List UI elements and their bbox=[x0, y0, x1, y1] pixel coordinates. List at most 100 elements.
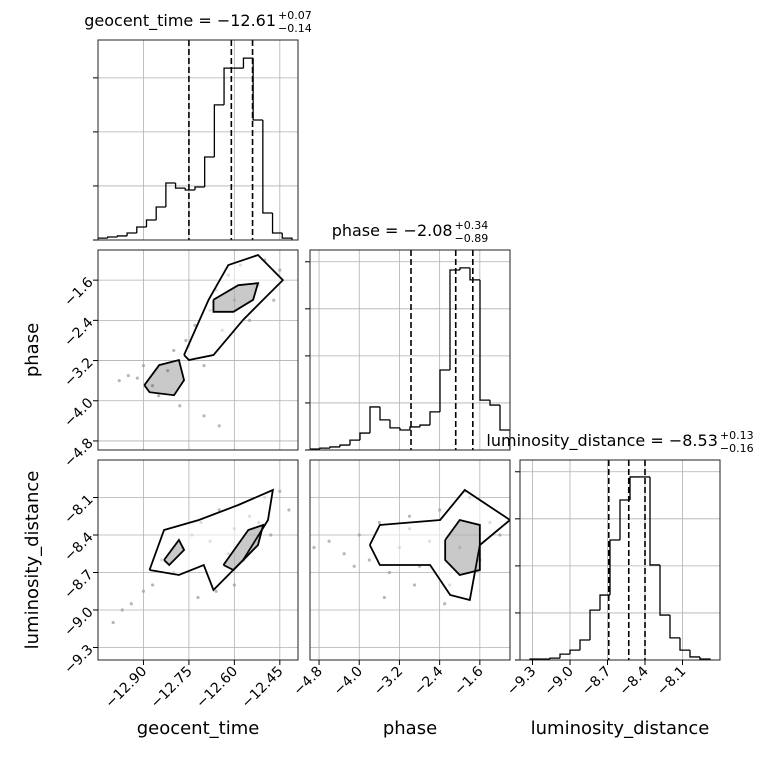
panel-frame bbox=[309, 459, 511, 661]
panel-frame bbox=[97, 39, 299, 241]
histogram-step bbox=[589, 609, 600, 640]
sample-point bbox=[327, 539, 331, 543]
panel-frame bbox=[519, 459, 721, 661]
histogram-step bbox=[559, 653, 570, 659]
sample-point bbox=[166, 369, 170, 373]
histogram-step bbox=[349, 439, 360, 446]
histogram-step bbox=[449, 269, 460, 370]
histogram-step bbox=[223, 67, 234, 105]
title-minus: −0.89 bbox=[455, 232, 489, 245]
sample-point bbox=[126, 374, 130, 378]
x-axis-label: phase bbox=[383, 718, 437, 739]
sample-point bbox=[217, 424, 221, 428]
sample-point bbox=[172, 348, 176, 353]
histogram-panel bbox=[310, 250, 510, 450]
histogram-step bbox=[213, 104, 225, 158]
pair-panel bbox=[98, 460, 298, 660]
histogram-step bbox=[629, 476, 640, 500]
contour bbox=[212, 282, 260, 313]
y-axis-label: luminosity_distance bbox=[22, 471, 43, 650]
x-tick-label: −2.4 bbox=[411, 663, 446, 698]
sample-point bbox=[498, 533, 502, 537]
sample-point bbox=[232, 583, 236, 587]
panel-title: geocent_time = −12.61 +0.07−0.14 bbox=[84, 9, 312, 35]
x-tick-label: −12.45 bbox=[239, 664, 287, 712]
sample-point bbox=[357, 533, 361, 537]
title-text: phase = −2.08 bbox=[332, 221, 453, 240]
histogram-step bbox=[419, 424, 430, 427]
histogram-step bbox=[669, 615, 680, 639]
histogram-step bbox=[579, 639, 590, 651]
sample-point bbox=[367, 558, 371, 562]
x-tick-label: −8.7 bbox=[579, 664, 614, 699]
histogram-step bbox=[489, 400, 500, 406]
histogram-step bbox=[204, 156, 215, 188]
histogram-step bbox=[599, 594, 610, 611]
histogram-step bbox=[116, 235, 128, 238]
sample-point bbox=[141, 589, 146, 593]
sample-point bbox=[196, 595, 200, 600]
sample-point bbox=[202, 414, 206, 418]
sample-point bbox=[178, 404, 182, 408]
contour bbox=[143, 358, 186, 397]
histogram-step bbox=[399, 427, 410, 431]
contour bbox=[222, 523, 265, 572]
sample-point bbox=[272, 298, 276, 302]
y-tick-label: −4.0 bbox=[61, 395, 96, 430]
histogram-step bbox=[609, 539, 620, 596]
sample-point bbox=[217, 508, 221, 512]
contour bbox=[183, 253, 285, 362]
contour bbox=[163, 538, 186, 567]
sample-point bbox=[141, 363, 146, 368]
panel-frame bbox=[97, 249, 299, 451]
panel-title: phase = −2.08 +0.34−0.89 bbox=[332, 219, 489, 245]
histogram-step bbox=[184, 188, 195, 191]
sample-point bbox=[287, 508, 291, 512]
histogram-panel bbox=[98, 40, 298, 240]
histogram-step bbox=[194, 186, 205, 190]
histogram-step bbox=[155, 206, 166, 220]
contour bbox=[444, 518, 481, 576]
histogram-step bbox=[659, 564, 670, 616]
histogram-step bbox=[649, 476, 660, 566]
title-text: luminosity_distance = −8.53 bbox=[486, 431, 717, 451]
histogram-step bbox=[281, 232, 293, 240]
title-plus: +0.13 bbox=[720, 429, 754, 442]
sample-point bbox=[120, 608, 124, 612]
sample-point bbox=[278, 268, 282, 272]
histogram-step bbox=[126, 232, 137, 236]
x-tick-label: −8.4 bbox=[616, 663, 651, 698]
sample-point bbox=[193, 323, 197, 327]
histogram-step bbox=[679, 637, 690, 651]
y-tick-label: −9.3 bbox=[61, 642, 96, 677]
y-tick-label: −8.1 bbox=[61, 492, 96, 527]
sample-point bbox=[438, 508, 442, 512]
histogram-step bbox=[329, 446, 340, 449]
histogram-step bbox=[174, 182, 186, 189]
title-minus: −0.14 bbox=[278, 22, 312, 35]
sample-point bbox=[269, 533, 273, 537]
y-tick-label: −2.4 bbox=[61, 315, 96, 350]
title-plus: +0.34 bbox=[455, 219, 489, 232]
sample-point bbox=[150, 384, 155, 388]
sample-point bbox=[150, 583, 155, 587]
histogram-step bbox=[339, 444, 350, 447]
histogram-step bbox=[107, 236, 118, 239]
histogram-step bbox=[439, 369, 450, 412]
histogram-step bbox=[499, 405, 510, 450]
sample-point bbox=[342, 552, 346, 556]
sample-point bbox=[407, 514, 412, 518]
histogram-step bbox=[145, 219, 157, 228]
x-tick-label: −3.2 bbox=[371, 664, 406, 699]
sample-point bbox=[111, 620, 115, 625]
histogram-step bbox=[479, 279, 490, 401]
sample-point bbox=[387, 570, 391, 575]
histogram-step bbox=[252, 58, 263, 121]
histogram-step bbox=[379, 406, 390, 421]
contour bbox=[148, 488, 274, 592]
x-tick-label: −12.60 bbox=[193, 664, 241, 712]
histogram-step bbox=[359, 432, 370, 441]
y-tick-label: −3.2 bbox=[61, 355, 96, 390]
histogram-step bbox=[319, 447, 330, 450]
y-tick-label: −8.4 bbox=[61, 529, 96, 564]
